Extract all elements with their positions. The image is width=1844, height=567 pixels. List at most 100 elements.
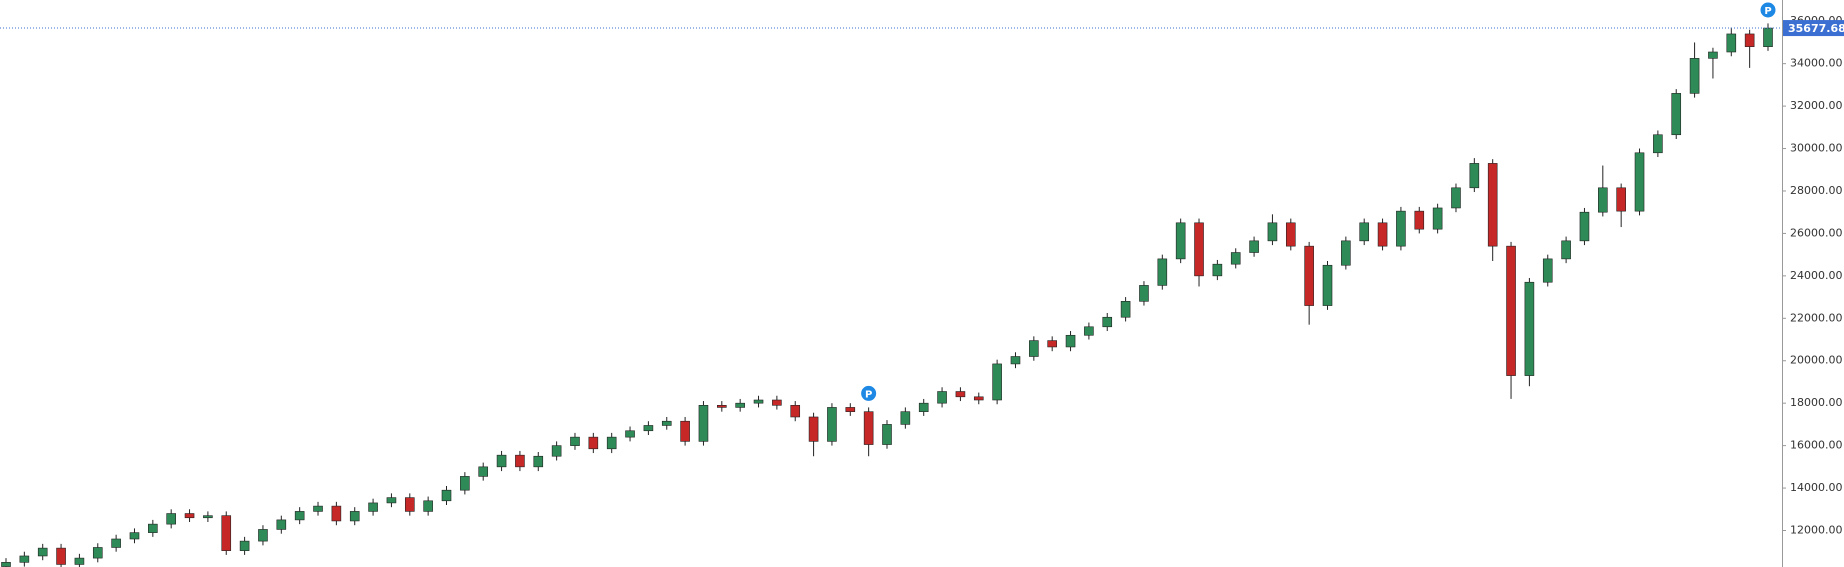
- candle-body: [1542, 258, 1553, 283]
- y-tick-label: 32000.00: [1790, 99, 1843, 112]
- candle-body: [276, 519, 287, 530]
- candle-body: [992, 363, 1002, 401]
- candle-body: [19, 555, 30, 563]
- candle-body: [937, 391, 947, 404]
- candle-body: [111, 538, 121, 548]
- candle-body: [680, 420, 690, 442]
- candle-body: [772, 399, 782, 406]
- candle-body: [1579, 211, 1590, 242]
- candle-body: [1, 562, 11, 567]
- candle-body: [515, 454, 525, 468]
- candle-body: [92, 547, 103, 559]
- candle-body: [698, 405, 709, 442]
- candle-body: [918, 402, 929, 412]
- y-tick-label: 26000.00: [1790, 226, 1843, 239]
- candle-body: [790, 405, 801, 418]
- candle-body: [1726, 33, 1737, 53]
- candle-body: [753, 399, 764, 404]
- marker: [1759, 1, 1777, 19]
- candle-body: [1341, 240, 1351, 266]
- candle-body: [478, 466, 489, 477]
- last-price-label: 35677.68: [1788, 22, 1844, 35]
- candle-body: [37, 547, 48, 557]
- y-tick-label: 14000.00: [1790, 481, 1843, 494]
- candle-body: [735, 402, 745, 408]
- candle-body: [900, 411, 911, 425]
- candle-body: [1432, 207, 1443, 230]
- candle-body: [1359, 222, 1370, 242]
- candle-body: [1598, 187, 1608, 213]
- candle-body: [1671, 93, 1682, 136]
- candle-body: [606, 436, 617, 450]
- candle-body: [129, 532, 140, 540]
- candle-body: [166, 513, 176, 525]
- candle-body: [1249, 240, 1259, 253]
- candle-body: [588, 436, 599, 450]
- candle-body: [1634, 152, 1645, 212]
- candle-body: [496, 454, 507, 468]
- candle-body: [1157, 258, 1168, 286]
- candle-body: [1194, 222, 1204, 277]
- candle-body: [1285, 222, 1296, 247]
- candle-body: [1065, 334, 1076, 348]
- candle-body: [1267, 222, 1278, 242]
- marker-label: P: [1764, 6, 1771, 17]
- candle-body: [313, 505, 323, 512]
- y-tick-label: 34000.00: [1790, 57, 1843, 70]
- candle-body: [551, 445, 562, 457]
- candle-body: [331, 505, 342, 522]
- marker-label: P: [865, 389, 872, 400]
- candle-body: [1175, 222, 1186, 260]
- candle-body: [808, 416, 819, 442]
- candle-body: [460, 476, 470, 491]
- candle-body: [386, 497, 397, 504]
- candle-body: [1102, 316, 1113, 328]
- candle-body: [1689, 58, 1700, 94]
- y-tick-label: 18000.00: [1790, 396, 1843, 409]
- candle-body: [1616, 187, 1626, 212]
- candle-body: [845, 407, 856, 412]
- candle-body: [1396, 210, 1406, 247]
- candle-body: [1212, 263, 1223, 277]
- candle-body: [1322, 264, 1333, 306]
- candle-body: [74, 557, 85, 565]
- candle-body: [973, 396, 984, 401]
- candle-body: [1010, 356, 1021, 365]
- candle-body: [1029, 340, 1039, 357]
- candle-body: [643, 425, 654, 432]
- candle-body: [533, 455, 544, 468]
- candle-body: [882, 424, 892, 445]
- candle-body: [1487, 163, 1498, 247]
- candle-body: [1524, 281, 1535, 376]
- candle-body: [661, 420, 672, 426]
- candle-body: [221, 515, 232, 551]
- candle-body: [1120, 301, 1131, 318]
- candle-body: [1414, 210, 1425, 230]
- candle-body: [258, 529, 268, 542]
- marker: [860, 384, 878, 402]
- candle-body: [368, 502, 378, 512]
- candle-body: [1744, 33, 1755, 47]
- candle-body: [717, 405, 727, 408]
- candle-body: [863, 411, 874, 445]
- candle-body: [148, 523, 158, 533]
- candle-body: [203, 515, 213, 519]
- candle-body: [404, 497, 415, 512]
- candle-body: [1763, 27, 1773, 47]
- candle-body: [1469, 163, 1480, 189]
- candle-body: [349, 511, 360, 522]
- candle-body: [827, 407, 837, 442]
- candle-body: [955, 391, 966, 398]
- candle-body: [1230, 252, 1241, 265]
- y-tick-label: 16000.00: [1790, 439, 1843, 452]
- candle-body: [184, 513, 195, 519]
- candle-body: [570, 436, 580, 446]
- candle-body: [625, 430, 635, 438]
- candle-body: [239, 540, 250, 551]
- candle-body: [1506, 245, 1516, 376]
- y-tick-label: 30000.00: [1790, 142, 1843, 155]
- candle-body: [1653, 134, 1663, 154]
- candle-body: [1377, 222, 1388, 247]
- y-tick-label: 28000.00: [1790, 184, 1843, 197]
